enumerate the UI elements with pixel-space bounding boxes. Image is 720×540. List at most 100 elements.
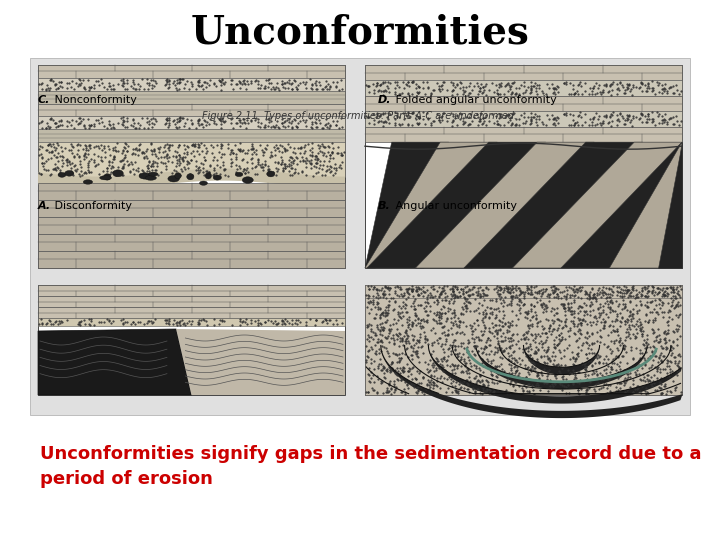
Point	[111, 139, 122, 147]
Point	[628, 292, 639, 301]
Point	[225, 118, 237, 127]
Point	[73, 318, 85, 327]
Point	[474, 366, 485, 374]
Point	[428, 282, 439, 291]
Point	[441, 86, 453, 94]
Point	[598, 301, 609, 310]
Point	[642, 389, 654, 397]
Point	[562, 343, 573, 352]
Point	[72, 319, 84, 328]
Point	[518, 301, 529, 309]
Point	[638, 354, 649, 362]
Point	[83, 166, 94, 174]
Point	[587, 367, 598, 375]
Point	[322, 148, 333, 157]
Point	[593, 357, 605, 366]
Point	[598, 308, 609, 317]
Point	[575, 346, 587, 354]
Point	[506, 307, 518, 315]
Point	[127, 76, 139, 84]
Point	[78, 167, 90, 176]
Point	[591, 370, 603, 379]
Point	[118, 153, 130, 162]
Point	[439, 309, 451, 318]
Point	[368, 314, 379, 322]
Point	[449, 83, 461, 91]
Point	[658, 114, 670, 123]
Point	[519, 334, 531, 343]
Point	[585, 115, 596, 124]
Point	[434, 374, 446, 382]
Point	[618, 377, 630, 386]
Point	[633, 370, 644, 379]
Point	[540, 300, 552, 309]
Point	[441, 337, 452, 346]
Point	[531, 343, 542, 352]
Point	[217, 117, 229, 126]
Point	[146, 149, 158, 158]
Point	[174, 84, 185, 93]
Point	[129, 157, 140, 166]
Point	[117, 77, 129, 86]
Point	[92, 142, 104, 151]
Point	[135, 318, 146, 326]
Point	[497, 314, 508, 323]
Point	[259, 123, 271, 131]
Point	[608, 326, 619, 335]
Polygon shape	[365, 142, 449, 268]
Point	[362, 388, 374, 396]
Point	[312, 155, 323, 164]
Point	[548, 335, 559, 344]
Point	[228, 148, 239, 157]
Point	[532, 329, 544, 338]
Point	[368, 299, 379, 308]
Point	[396, 336, 408, 345]
Point	[661, 318, 672, 326]
Point	[257, 147, 269, 156]
Point	[306, 147, 318, 156]
Point	[515, 287, 526, 296]
Point	[426, 283, 437, 292]
Point	[288, 114, 300, 123]
Point	[386, 358, 397, 367]
Point	[367, 79, 379, 88]
Point	[485, 369, 497, 378]
Point	[513, 84, 525, 92]
Point	[506, 321, 518, 329]
Point	[208, 166, 220, 174]
Point	[466, 330, 477, 339]
Point	[68, 152, 80, 160]
Point	[483, 117, 495, 125]
Point	[549, 325, 560, 334]
Point	[79, 140, 91, 149]
Point	[387, 294, 399, 302]
Point	[580, 333, 591, 341]
Point	[165, 141, 176, 150]
Point	[407, 109, 418, 117]
Point	[418, 323, 429, 332]
Point	[474, 377, 485, 386]
Point	[526, 365, 537, 374]
Point	[491, 86, 503, 94]
Point	[166, 140, 178, 149]
Point	[665, 283, 677, 292]
Point	[635, 326, 647, 335]
Point	[286, 85, 297, 93]
Point	[600, 111, 612, 120]
Point	[181, 319, 193, 327]
Point	[418, 108, 429, 117]
Point	[162, 318, 174, 327]
Point	[526, 313, 538, 322]
Point	[389, 314, 400, 323]
Point	[177, 75, 189, 84]
Point	[604, 290, 616, 299]
Point	[466, 322, 477, 330]
Point	[617, 351, 629, 360]
Point	[451, 80, 462, 89]
Point	[143, 79, 155, 87]
Point	[446, 122, 457, 130]
Point	[323, 123, 335, 132]
Point	[35, 315, 47, 323]
Point	[413, 314, 424, 322]
Point	[572, 320, 584, 328]
